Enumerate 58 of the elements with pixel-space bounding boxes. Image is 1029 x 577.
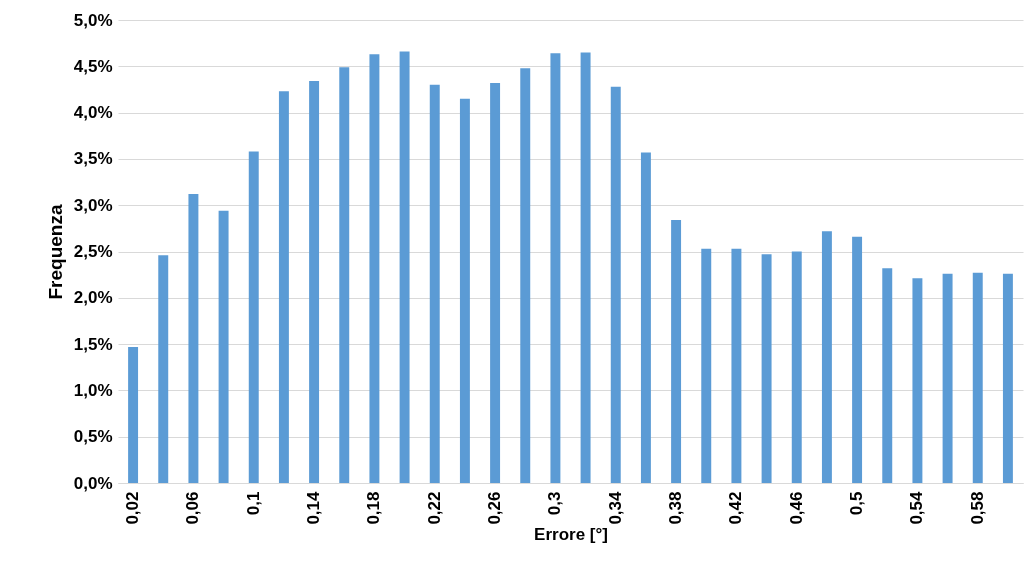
bar xyxy=(399,51,410,483)
y-tick-label: 5,0% xyxy=(73,10,113,30)
x-tick-label: 0,38 xyxy=(666,491,686,525)
x-tick-label: 0,26 xyxy=(485,491,505,525)
y-tick-label: 1,0% xyxy=(73,380,113,400)
bar xyxy=(520,68,531,483)
bar xyxy=(610,86,621,483)
y-tick-label: 3,5% xyxy=(73,149,113,169)
bar xyxy=(852,236,863,483)
bar xyxy=(942,273,953,483)
x-tick-label: 0,18 xyxy=(364,491,384,525)
bar xyxy=(821,231,832,483)
bar xyxy=(429,84,440,483)
bar xyxy=(671,220,682,483)
bar xyxy=(761,254,772,483)
x-tick-label: 0,34 xyxy=(605,490,625,525)
y-tick-label: 2,0% xyxy=(73,288,113,308)
x-tick-label: 0,06 xyxy=(183,491,203,525)
bar xyxy=(248,151,259,483)
bar xyxy=(128,346,139,483)
x-tick-label: 0,3 xyxy=(545,491,565,516)
x-tick-label: 0,54 xyxy=(907,490,927,525)
bar xyxy=(912,278,923,483)
bar xyxy=(278,91,289,483)
y-tick-label: 4,0% xyxy=(73,103,113,123)
bar xyxy=(882,268,893,483)
bar xyxy=(218,210,229,483)
x-tick-label: 0,5 xyxy=(847,491,867,516)
bar xyxy=(731,248,742,483)
bar xyxy=(158,255,169,483)
y-tick-label: 0,0% xyxy=(73,473,113,493)
y-tick-label: 4,5% xyxy=(73,56,113,76)
bar xyxy=(1002,273,1013,483)
x-tick-label: 0,22 xyxy=(424,491,444,525)
y-tick-label: 2,5% xyxy=(73,242,113,261)
bar xyxy=(490,82,501,483)
y-tick-label: 0,5% xyxy=(73,427,113,447)
bar xyxy=(701,248,712,483)
bar xyxy=(640,152,651,483)
x-tick-label: 0,46 xyxy=(786,491,806,525)
y-tick-label: 1,5% xyxy=(73,334,113,354)
x-tick-label: 0,42 xyxy=(726,491,746,525)
bar xyxy=(309,81,320,483)
y-axis-title: Frequenza xyxy=(44,204,66,300)
bar xyxy=(972,272,983,483)
x-tick-label: 0,1 xyxy=(243,491,263,516)
x-tick-label: 0,02 xyxy=(123,491,143,525)
x-axis-title: Errore [°] xyxy=(534,524,608,544)
x-tick-label: 0,14 xyxy=(304,490,324,525)
bar xyxy=(580,52,591,483)
bar xyxy=(339,67,350,483)
y-tick-label: 3,0% xyxy=(73,195,113,215)
bar xyxy=(459,98,470,483)
bar xyxy=(550,53,561,483)
bar xyxy=(369,54,380,483)
bar xyxy=(791,251,802,483)
bar xyxy=(188,194,199,483)
x-tick-label: 0,58 xyxy=(967,491,987,525)
